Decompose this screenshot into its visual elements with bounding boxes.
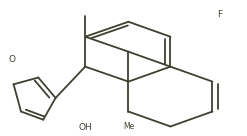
Text: O: O — [8, 55, 15, 64]
Text: F: F — [217, 10, 223, 19]
Text: OH: OH — [78, 123, 92, 132]
Text: Me: Me — [123, 122, 134, 131]
